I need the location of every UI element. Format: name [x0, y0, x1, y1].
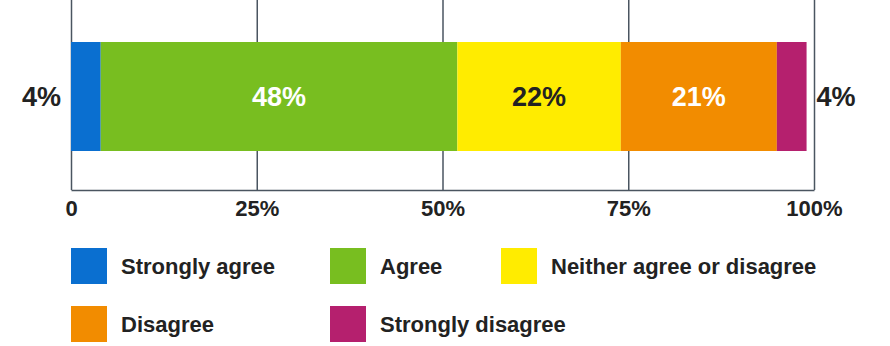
- data-label: 21%: [672, 82, 726, 112]
- bar-segment: [101, 42, 458, 151]
- chart-svg: 0 25% 50% 75% 100% 4% 48% 22% 21% 4% Strongly agre…: [0, 0, 890, 346]
- legend-swatch: [501, 248, 537, 284]
- data-labels: 4% 48% 22% 21% 4%: [22, 82, 856, 112]
- data-label: 4%: [22, 82, 61, 112]
- x-axis: 0 25% 50% 75% 100%: [65, 0, 842, 221]
- tick-label: 25%: [235, 196, 279, 221]
- legend-item: Disagree: [71, 306, 214, 342]
- legend-label: Disagree: [121, 312, 214, 337]
- data-label: 4%: [817, 82, 856, 112]
- bars: [71, 42, 807, 151]
- legend-swatch: [330, 306, 366, 342]
- data-label: 48%: [252, 82, 306, 112]
- legend-item: Strongly agree: [71, 248, 275, 284]
- tick-label: 50%: [421, 196, 465, 221]
- legend: Strongly agree Agree Neither agree or disa…: [71, 248, 816, 342]
- legend-item: Neither agree or disagree: [501, 248, 816, 284]
- legend-label: Neither agree or disagree: [551, 254, 816, 279]
- legend-swatch: [330, 248, 366, 284]
- bar-segment: [71, 42, 101, 151]
- grid-line: [814, 0, 816, 190]
- legend-item: Agree: [330, 248, 442, 284]
- tick-label: 100%: [786, 196, 842, 221]
- tick-label: 0: [65, 196, 77, 221]
- data-label: 22%: [512, 82, 566, 112]
- legend-item: Strongly disagree: [330, 306, 566, 342]
- bar-segment: [777, 42, 807, 151]
- bar-segment: [457, 42, 620, 151]
- legend-label: Strongly disagree: [380, 312, 566, 337]
- chart-container: 0 25% 50% 75% 100% 4% 48% 22% 21% 4% Strongly agre…: [0, 0, 890, 346]
- legend-label: Agree: [380, 254, 442, 279]
- tick-label: 75%: [607, 196, 651, 221]
- legend-swatch: [71, 306, 107, 342]
- bar-segment: [621, 42, 777, 151]
- legend-swatch: [71, 248, 107, 284]
- legend-label: Strongly agree: [121, 254, 275, 279]
